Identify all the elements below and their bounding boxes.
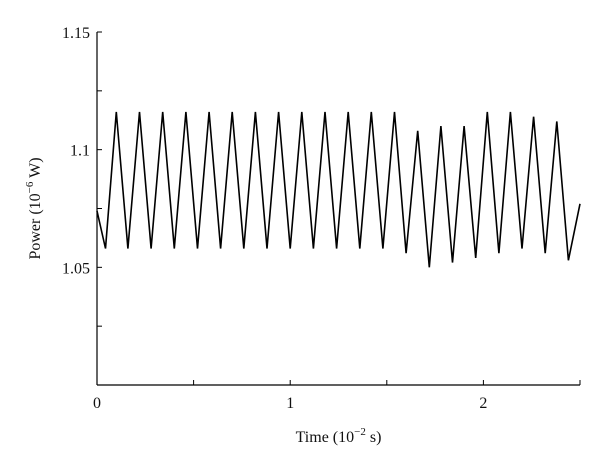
y-axis-title-suffix: W) [27,157,44,181]
y-axis-title-prefix: Power (10 [27,193,44,259]
x-axis-title: Time (10−2 s) [296,426,382,446]
x-axis-title-prefix: Time (10 [296,429,355,446]
y-tick-label: 1.1 [70,143,90,160]
series-line-0 [96,111,581,268]
y-axis-title: Power (10−6 W) [24,157,44,259]
x-tick-label: 0 [93,395,101,412]
x-tick-label: 1 [286,395,294,412]
y-tick-label: 1.15 [62,25,90,42]
y-axis-title-exponent: −6 [24,181,36,193]
y-tick-label: 1.05 [62,260,90,277]
axes [96,32,580,386]
series-layer [96,111,581,268]
x-tick-label: 2 [479,395,487,412]
y-ticks: 1.05 1.1 1.15 [62,25,102,386]
x-axis-title-exponent: −2 [354,426,366,438]
x-axis-title-suffix: s) [366,429,382,446]
x-ticks: 0 1 2 [93,380,581,412]
